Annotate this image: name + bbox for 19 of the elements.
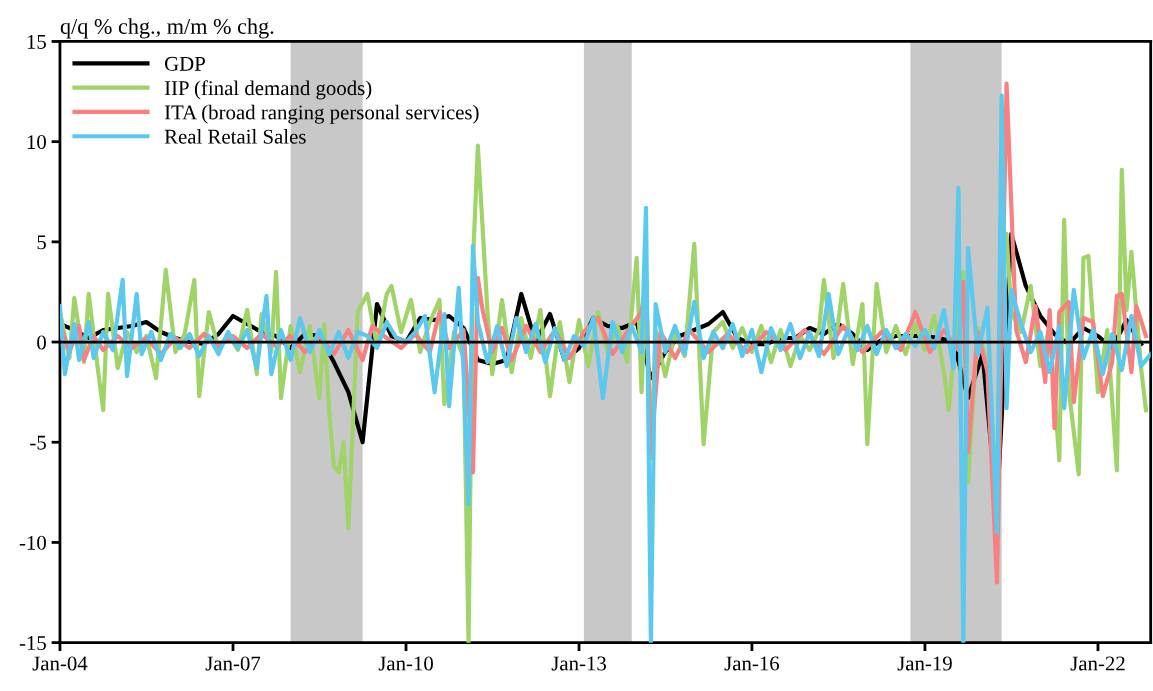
y-axis-title: q/q % chg., m/m % chg.: [60, 18, 274, 39]
legend-label: ITA (broad ranging personal services): [164, 104, 479, 124]
x-tick-label: Jan-22: [1070, 656, 1125, 671]
legend-label: GDP: [164, 56, 205, 71]
x-tick-label: Jan-16: [724, 656, 780, 671]
x-tick-label: Jan-04: [32, 656, 88, 671]
x-tick-label: Jan-07: [205, 656, 261, 671]
x-tick-label: Jan-10: [378, 656, 433, 671]
legend-label: IIP (final demand goods): [164, 80, 372, 100]
y-tick-label: -10: [19, 535, 46, 550]
legend-label: Real Retail Sales: [164, 129, 306, 144]
y-tick-label: 0: [37, 335, 46, 350]
x-tick-label: Jan-19: [897, 656, 952, 671]
x-tick-label: Jan-13: [551, 656, 606, 671]
y-tick-label: 5: [37, 235, 46, 250]
y-tick-label: -15: [19, 636, 46, 651]
y-tick-label: -5: [30, 435, 46, 450]
y-tick-label: 10: [27, 135, 46, 150]
y-tick-label: 15: [27, 34, 46, 49]
